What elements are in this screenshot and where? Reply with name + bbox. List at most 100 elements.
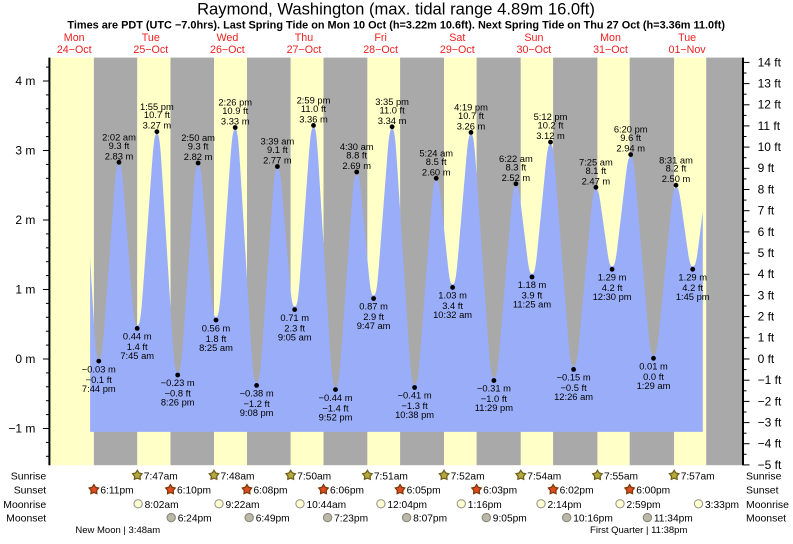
svg-text:4.2 ft: 4.2 ft: [602, 283, 623, 293]
svg-text:7:23pm: 7:23pm: [334, 514, 368, 525]
svg-text:3 m: 3 m: [15, 143, 35, 157]
svg-text:26−Oct: 26−Oct: [210, 44, 245, 56]
svg-text:−0.31 m: −0.31 m: [477, 384, 511, 394]
svg-text:9.3 ft: 9.3 ft: [109, 141, 130, 151]
svg-text:5:12 pm: 5:12 pm: [534, 112, 568, 122]
svg-text:2:59pm: 2:59pm: [627, 500, 661, 511]
svg-text:30−Oct: 30−Oct: [517, 44, 552, 56]
svg-text:0.01 m: 0.01 m: [639, 362, 668, 372]
svg-text:7:54am: 7:54am: [527, 471, 561, 482]
svg-text:2:26 pm: 2:26 pm: [218, 98, 252, 108]
svg-text:Moonrise: Moonrise: [746, 500, 789, 511]
svg-text:4 ft: 4 ft: [758, 267, 775, 281]
svg-text:2.3 ft: 2.3 ft: [284, 323, 305, 333]
svg-text:9:52 pm: 9:52 pm: [319, 412, 353, 422]
svg-text:Moonrise: Moonrise: [3, 500, 46, 511]
svg-text:9:08 pm: 9:08 pm: [240, 408, 274, 418]
svg-text:0.56 m: 0.56 m: [202, 323, 231, 333]
svg-text:11.0 ft: 11.0 ft: [379, 105, 405, 115]
svg-text:−4 ft: −4 ft: [758, 437, 782, 451]
svg-text:2.83 m: 2.83 m: [105, 151, 134, 161]
svg-text:Tue: Tue: [678, 32, 696, 44]
svg-text:−0.41 m: −0.41 m: [398, 391, 432, 401]
svg-text:5:24 am: 5:24 am: [419, 148, 453, 158]
svg-text:1:45 pm: 1:45 pm: [676, 292, 710, 302]
svg-text:−5 ft: −5 ft: [758, 458, 782, 472]
svg-text:14 ft: 14 ft: [758, 55, 782, 69]
svg-text:2:59 pm: 2:59 pm: [297, 96, 331, 106]
svg-text:9:05pm: 9:05pm: [493, 514, 527, 525]
svg-text:6:20 pm: 6:20 pm: [614, 125, 648, 135]
svg-text:2.9 ft: 2.9 ft: [363, 312, 384, 322]
svg-text:7:25 am: 7:25 am: [579, 157, 613, 167]
svg-text:2.52 m: 2.52 m: [502, 173, 531, 183]
svg-text:3.33 m: 3.33 m: [221, 117, 250, 127]
svg-text:Moonset: Moonset: [746, 514, 786, 525]
svg-text:7:48am: 7:48am: [221, 471, 255, 482]
svg-text:24−Oct: 24−Oct: [57, 44, 92, 56]
svg-text:7:47am: 7:47am: [144, 471, 178, 482]
svg-text:9.6 ft: 9.6 ft: [620, 133, 641, 143]
svg-text:2.50 m: 2.50 m: [662, 174, 691, 184]
svg-text:3.34 m: 3.34 m: [378, 116, 407, 126]
svg-text:6:08pm: 6:08pm: [254, 486, 288, 497]
svg-text:7:52am: 7:52am: [451, 471, 485, 482]
svg-text:7 ft: 7 ft: [758, 204, 775, 218]
svg-text:8.5 ft: 8.5 ft: [426, 157, 447, 167]
svg-text:3 ft: 3 ft: [758, 288, 775, 302]
svg-text:Mon: Mon: [64, 32, 85, 44]
svg-text:7:44 pm: 7:44 pm: [82, 384, 116, 394]
svg-text:12:04pm: 12:04pm: [387, 500, 427, 511]
svg-text:−0.03 m: −0.03 m: [82, 364, 116, 374]
svg-text:Sunset: Sunset: [746, 486, 779, 497]
svg-text:Raymond, Washington (max. tida: Raymond, Washington (max. tidal range 4.…: [197, 0, 595, 19]
svg-text:1.8 ft: 1.8 ft: [206, 334, 227, 344]
svg-text:0.71 m: 0.71 m: [280, 313, 309, 323]
svg-text:−2 ft: −2 ft: [758, 394, 782, 408]
svg-text:Sat: Sat: [449, 32, 465, 44]
svg-text:27−Oct: 27−Oct: [287, 44, 322, 56]
svg-text:−1 ft: −1 ft: [758, 373, 782, 387]
svg-text:11:25 am: 11:25 am: [513, 300, 551, 310]
svg-text:−3 ft: −3 ft: [758, 416, 782, 430]
svg-text:6:02pm: 6:02pm: [560, 486, 594, 497]
svg-text:2:14pm: 2:14pm: [548, 500, 582, 511]
svg-text:2.47 m: 2.47 m: [582, 176, 611, 186]
svg-text:−0.15 m: −0.15 m: [557, 373, 591, 383]
svg-text:−1.4 ft: −1.4 ft: [322, 403, 349, 413]
svg-text:6:00pm: 6:00pm: [636, 486, 670, 497]
svg-text:0 m: 0 m: [15, 352, 35, 366]
svg-text:First Quarter | 11:38pm: First Quarter | 11:38pm: [590, 525, 687, 536]
svg-text:4.2 ft: 4.2 ft: [682, 283, 703, 293]
svg-text:2 m: 2 m: [15, 213, 35, 227]
svg-text:−0.5 ft: −0.5 ft: [560, 383, 587, 393]
svg-text:3:39 am: 3:39 am: [261, 137, 295, 147]
svg-text:6:22 am: 6:22 am: [499, 154, 533, 164]
svg-text:2.60 m: 2.60 m: [422, 167, 451, 177]
svg-text:2.77 m: 2.77 m: [263, 156, 292, 166]
svg-text:12:26 am: 12:26 am: [554, 392, 593, 402]
svg-text:Times are PDT (UTC −7.0hrs). L: Times are PDT (UTC −7.0hrs). Last Spring…: [67, 20, 725, 32]
svg-text:9 ft: 9 ft: [758, 161, 775, 175]
svg-text:7:55am: 7:55am: [604, 471, 638, 482]
svg-text:0.87 m: 0.87 m: [359, 302, 388, 312]
svg-text:6:24pm: 6:24pm: [178, 514, 212, 525]
svg-text:10:32 am: 10:32 am: [433, 310, 472, 320]
svg-text:−1 m: −1 m: [8, 421, 35, 435]
svg-text:5 ft: 5 ft: [758, 246, 775, 260]
svg-text:−0.8 ft: −0.8 ft: [165, 389, 192, 399]
svg-text:3.4 ft: 3.4 ft: [442, 301, 463, 311]
svg-text:6 ft: 6 ft: [758, 225, 775, 239]
svg-text:10:38 pm: 10:38 pm: [395, 410, 434, 420]
svg-text:−0.44 m: −0.44 m: [318, 393, 352, 403]
svg-text:13 ft: 13 ft: [758, 77, 782, 91]
svg-text:−0.23 m: −0.23 m: [161, 378, 195, 388]
svg-text:Tue: Tue: [142, 32, 160, 44]
svg-text:Sun: Sun: [524, 32, 543, 44]
svg-text:7:51am: 7:51am: [374, 471, 408, 482]
svg-text:8:31 am: 8:31 am: [659, 155, 693, 165]
svg-text:10:44am: 10:44am: [307, 500, 347, 511]
svg-text:−0.1 ft: −0.1 ft: [86, 375, 113, 385]
svg-text:6:06pm: 6:06pm: [330, 486, 364, 497]
svg-text:Thu: Thu: [295, 32, 313, 44]
